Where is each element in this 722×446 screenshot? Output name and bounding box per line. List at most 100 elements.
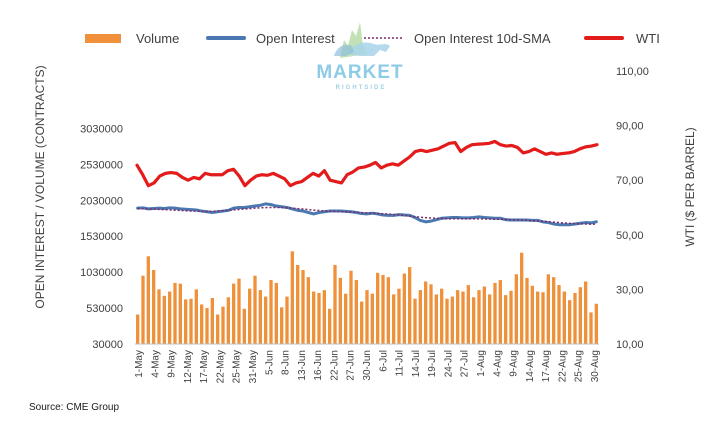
- volume-bar: [333, 264, 337, 344]
- source-note: Source: CME Group: [29, 402, 120, 413]
- volume-bar: [418, 290, 422, 344]
- volume-bar: [216, 314, 220, 344]
- volume-bar: [397, 288, 401, 344]
- volume-bar: [285, 296, 289, 344]
- x-tick-label: 14-Jul: [411, 350, 422, 377]
- y2-tick-label: 30,00: [616, 284, 644, 296]
- x-tick-label: 22-Aug: [557, 350, 568, 382]
- volume-bar: [152, 269, 156, 344]
- volume-bar: [328, 308, 332, 344]
- volume-bar: [413, 298, 417, 344]
- volume-bar: [242, 308, 246, 344]
- x-tick-label: 25-May: [232, 350, 243, 383]
- volume-bar: [562, 291, 566, 344]
- logo-tagline: RIGHTSIDE: [336, 85, 387, 91]
- volume-bar: [301, 269, 305, 344]
- volume-bar: [482, 286, 486, 344]
- x-tick-label: 24-Jul: [443, 350, 454, 377]
- volume-bar: [317, 292, 321, 344]
- volume-bar: [168, 291, 172, 344]
- x-tick-label: 9-Aug: [509, 350, 520, 377]
- y-tick-label: 2530000: [80, 159, 123, 171]
- volume-bar: [594, 303, 598, 344]
- y-axis-ticks: 30000 530000 1030000 1530000 2030000 2530000 3…: [80, 123, 123, 351]
- volume-bar: [525, 277, 529, 344]
- open-interest-sma-line: [137, 206, 597, 225]
- volume-bar: [258, 290, 262, 344]
- volume-bar: [226, 297, 230, 344]
- volume-bar: [568, 300, 572, 344]
- volume-bar: [445, 298, 449, 344]
- volume-bar: [424, 281, 428, 344]
- x-tick-label: 4-Aug: [492, 350, 503, 377]
- volume-bar: [194, 289, 198, 344]
- volume-bar: [338, 277, 342, 344]
- volume-bar: [552, 277, 556, 344]
- x-tick-label: 6-Jul: [378, 350, 389, 372]
- y2-tick-label: 90,00: [616, 121, 644, 133]
- x-tick-label: 1-Aug: [476, 350, 487, 377]
- volume-bar: [514, 274, 518, 344]
- volume-bar: [189, 298, 193, 344]
- volume-bar: [162, 295, 166, 344]
- volume-bar: [541, 292, 545, 344]
- volume-bar: [200, 304, 204, 344]
- legend: Volume Open Interest Open Interest 10d-S…: [85, 31, 660, 46]
- volume-bar: [269, 280, 273, 344]
- volume-bar: [253, 275, 257, 344]
- x-tick-label: 14-Aug: [525, 350, 536, 382]
- volume-bar: [493, 282, 497, 344]
- x-tick-label: 22-Jun: [329, 350, 340, 381]
- open-interest-line: [136, 202, 598, 227]
- logo-name: MARKET: [316, 62, 403, 83]
- x-axis-ticks: 1-May 4-May 9-May 12-May 17-May 22-May 25-May 3…: [134, 350, 601, 383]
- y2-tick-label: 50,00: [616, 230, 644, 242]
- volume-bar: [274, 282, 278, 344]
- volume-bar: [365, 290, 369, 344]
- volume-bar: [306, 277, 310, 344]
- volume-bar: [504, 295, 508, 344]
- volume-bar: [221, 306, 225, 344]
- y-tick-label: 2030000: [80, 195, 123, 207]
- volume-bar: [461, 291, 465, 344]
- x-tick-label: 31-May: [248, 350, 259, 383]
- volume-bar: [440, 288, 444, 344]
- volume-bar: [520, 252, 524, 344]
- y2-tick-label: 70,00: [616, 175, 644, 187]
- volume-bar: [578, 287, 582, 344]
- x-tick-label: 9-May: [167, 350, 178, 378]
- y2-tick-label: 110,00: [616, 66, 649, 78]
- volume-bar: [456, 290, 460, 344]
- volume-bars: [136, 251, 598, 344]
- volume-bar: [136, 314, 140, 344]
- x-tick-label: 13-Jun: [297, 350, 308, 381]
- volume-bar: [344, 293, 348, 344]
- bull-bear-logo-icon: [334, 22, 390, 58]
- x-tick-label: 17-Aug: [541, 350, 552, 382]
- volume-bar: [386, 277, 390, 344]
- volume-bar: [146, 256, 150, 344]
- volume-bar: [381, 275, 385, 344]
- volume-bar: [488, 294, 492, 344]
- volume-bar: [408, 267, 412, 344]
- volume-bar: [429, 284, 433, 344]
- volume-bar: [370, 293, 374, 344]
- volume-bar: [477, 290, 481, 344]
- volume-bar: [280, 307, 284, 344]
- volume-bar: [157, 289, 161, 344]
- wti-price-line: [135, 139, 599, 188]
- y-tick-label: 3030000: [80, 123, 123, 135]
- legend-volume-label: Volume: [136, 31, 179, 46]
- volume-bar: [472, 297, 476, 344]
- volume-bar: [184, 299, 188, 344]
- volume-bar: [360, 301, 364, 344]
- y-tick-label: 530000: [86, 303, 123, 315]
- x-tick-label: 17-May: [199, 350, 210, 383]
- volume-bar: [434, 294, 438, 344]
- volume-bar: [573, 292, 577, 344]
- volume-bar: [141, 275, 145, 344]
- x-tick-label: 30-Jun: [362, 350, 373, 381]
- volume-bar: [237, 278, 241, 344]
- x-tick-label: 12-May: [183, 350, 194, 383]
